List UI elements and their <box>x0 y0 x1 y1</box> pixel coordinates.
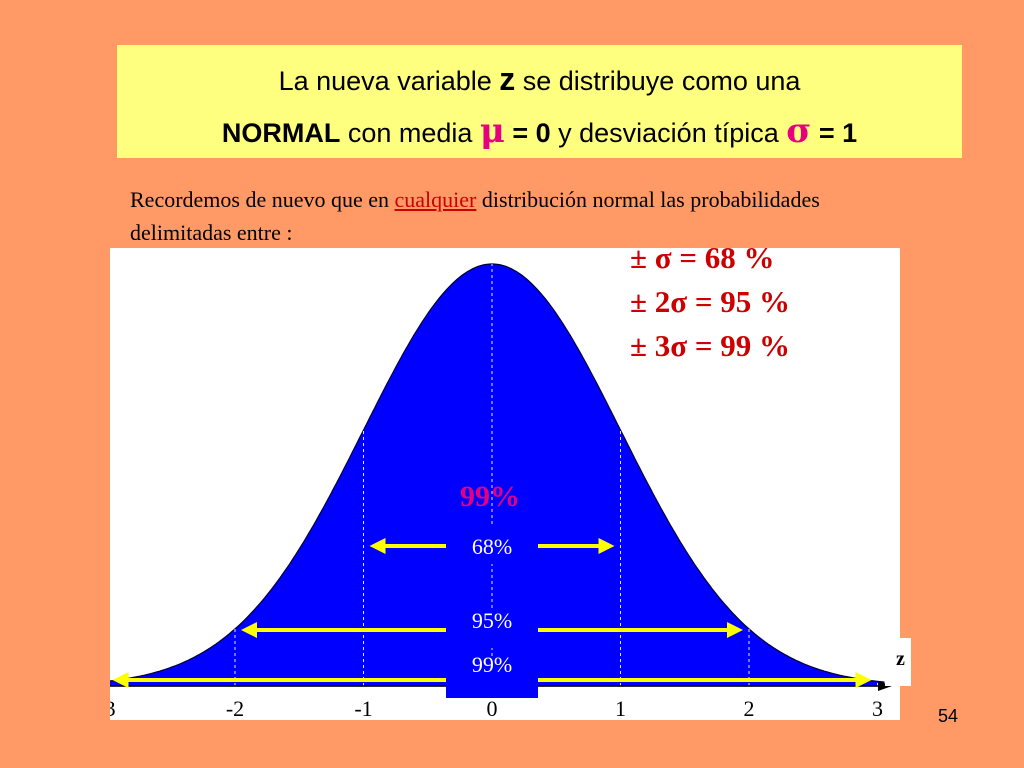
x-tick-label-5: 2 <box>744 696 755 720</box>
title-mean-text: con media <box>340 118 480 148</box>
sigma-symbol: σ <box>786 111 812 151</box>
band-label-1: 95% <box>472 608 512 633</box>
band-arrowhead-right-2 <box>855 672 872 688</box>
intro-part-1: Recordemos de nuevo que en <box>130 187 395 212</box>
x-axis-label: z <box>896 648 905 670</box>
intro-text: Recordemos de nuevo que en cualquier dis… <box>130 183 890 249</box>
intro-underlined-word: cualquier <box>394 187 477 212</box>
band-arrowhead-left-2 <box>112 672 129 688</box>
band-arrowhead-right-1 <box>727 622 743 638</box>
sigma-legend: ± σ = 68 % ± 2σ = 95 % ± 3σ = 99 % <box>630 236 790 368</box>
band-label-0: 68% <box>472 534 512 559</box>
x-axis-arrowhead <box>878 681 892 691</box>
overlapping-percent-label: 99% <box>460 480 520 513</box>
band-arrowhead-left-1 <box>241 622 257 638</box>
intro-part-2: distribución normal las probabilidades d… <box>130 187 820 245</box>
band-arrowhead-right-0 <box>598 538 615 554</box>
legend-three-sigma: ± 3σ = 99 % <box>630 328 791 363</box>
sd-value: = 1 <box>811 118 858 148</box>
x-tick-label-2: -1 <box>354 696 372 720</box>
title-line-1: La nueva variable z se distribuye como u… <box>117 61 962 98</box>
slide-number: 54 <box>938 706 959 726</box>
mean-value: = 0 <box>504 118 551 148</box>
title-text-suffix: se distribuye como una <box>515 66 801 96</box>
x-tick-label-0: -3 <box>110 696 116 720</box>
title-box: La nueva variable z se distribuye como u… <box>117 45 962 158</box>
title-text: La nueva variable <box>278 66 500 96</box>
title-line-2: NORMAL con media μ = 0 y desviación típi… <box>117 111 962 151</box>
x-tick-label-3: 0 <box>487 696 498 720</box>
legend-one-sigma: ± σ = 68 % <box>630 240 775 275</box>
band-label-bg-0 <box>446 524 538 564</box>
band-label-bg-1 <box>446 608 538 648</box>
band-arrowhead-left-0 <box>369 538 386 554</box>
band-label-bg-2 <box>446 658 538 698</box>
title-normal: NORMAL <box>221 118 341 148</box>
title-variable-z: z <box>499 61 516 97</box>
x-tick-label-4: 1 <box>615 696 626 720</box>
legend-two-sigma: ± 2σ = 95 % <box>630 284 791 319</box>
normal-distribution-chart: -3 -2 -1 0 1 2 3 68% 95% 99% 99% <box>110 248 900 720</box>
z-label-box <box>885 638 911 686</box>
normal-curve-area <box>110 263 885 687</box>
mu-symbol: μ <box>479 111 505 151</box>
x-tick-label-6: 3 <box>872 696 883 720</box>
title-sd-text: y desviación típica <box>550 118 787 148</box>
band-label-2: 99% <box>472 652 512 677</box>
x-tick-label-1: -2 <box>226 696 244 720</box>
